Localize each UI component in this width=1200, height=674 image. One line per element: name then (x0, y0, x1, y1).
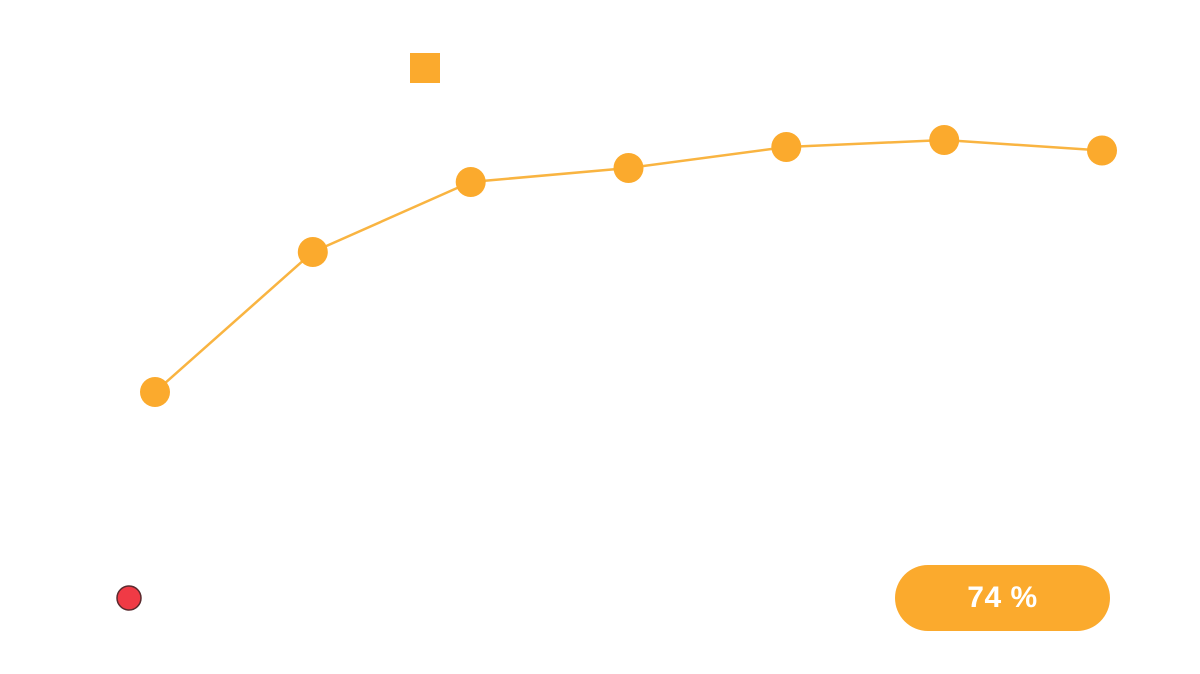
data-point-5 (771, 132, 802, 162)
alert-marker (116, 585, 142, 611)
data-point-7 (1087, 135, 1117, 166)
data-point-1 (140, 377, 170, 407)
score-badge: 74 % (895, 565, 1110, 631)
series-group (140, 125, 1117, 407)
score-label: 74 % (967, 581, 1038, 614)
data-point-4 (613, 153, 644, 183)
legend-marker (410, 53, 440, 83)
data-point-2 (297, 237, 328, 267)
data-point-3 (455, 167, 486, 197)
data-point-6 (929, 125, 960, 155)
